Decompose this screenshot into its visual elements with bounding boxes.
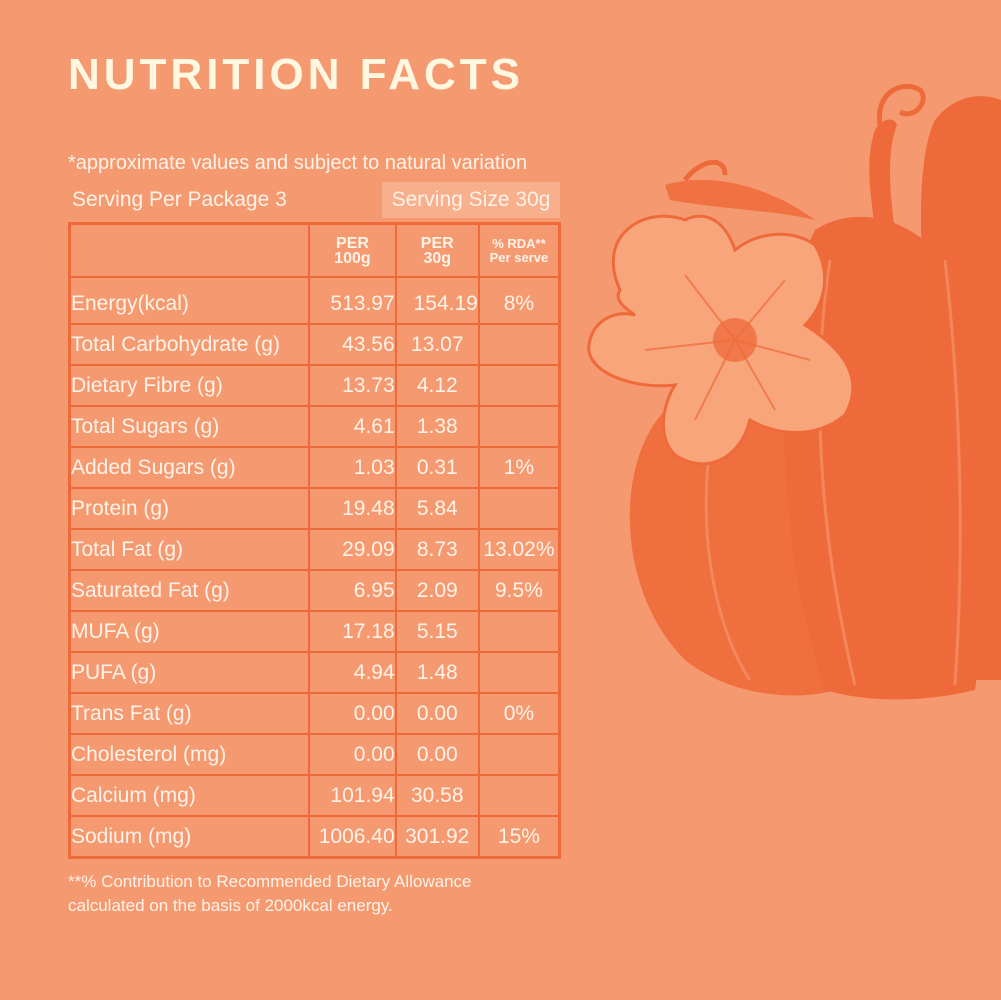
header-per-100g: PER 100g <box>308 222 397 278</box>
row-per-100g: 4.61 <box>308 405 397 448</box>
row-per-100g: 101.94 <box>308 774 397 817</box>
row-label: Protein (g) <box>68 487 311 530</box>
row-rda <box>477 651 561 694</box>
table-row: Energy(kcal) 513.97 154.19 8% <box>68 276 561 325</box>
row-label: Total Sugars (g) <box>68 405 311 448</box>
row-per-100g: 6.95 <box>308 569 397 612</box>
table-row: MUFA (g) 17.18 5.15 <box>68 610 561 653</box>
row-per-30g: 13.07 <box>394 323 480 366</box>
row-label: Cholesterol (mg) <box>68 733 311 776</box>
row-rda: 1% <box>477 446 561 489</box>
row-per-30g: 5.84 <box>394 487 480 530</box>
footnote-line2: calculated on the basis of 2000kcal ener… <box>68 896 393 915</box>
row-per-30g: 1.38 <box>394 405 480 448</box>
nutrition-table: PER 100g PER 30g % RDA** Per serve Energ… <box>68 222 561 859</box>
page-title: NUTRITION FACTS <box>68 50 524 99</box>
row-rda: 0% <box>477 692 561 735</box>
table-row: Trans Fat (g) 0.00 0.00 0% <box>68 692 561 735</box>
row-per-100g: 0.00 <box>308 733 397 776</box>
row-per-100g: 1.03 <box>308 446 397 489</box>
table-row: Cholesterol (mg) 0.00 0.00 <box>68 733 561 776</box>
row-per-100g: 17.18 <box>308 610 397 653</box>
table-row: Total Carbohydrate (g) 43.56 13.07 <box>68 323 561 366</box>
row-rda: 13.02% <box>477 528 561 571</box>
row-per-100g: 0.00 <box>308 692 397 735</box>
row-per-100g: 513.97 <box>308 276 397 325</box>
row-per-30g: 0.00 <box>394 733 480 776</box>
row-rda <box>477 733 561 776</box>
row-label: Sodium (mg) <box>68 815 311 859</box>
header-nutrient <box>68 222 311 278</box>
table-row: Added Sugars (g) 1.03 0.31 1% <box>68 446 561 489</box>
header-per-30g-line1: PER <box>420 234 454 252</box>
header-rda-line1: % RDA** <box>492 235 546 251</box>
row-label: Trans Fat (g) <box>68 692 311 735</box>
header-rda-line2: Per serve <box>489 249 549 265</box>
row-label: MUFA (g) <box>68 610 311 653</box>
row-per-100g: 43.56 <box>308 323 397 366</box>
serving-size: Serving Size 30g <box>382 182 560 218</box>
row-label: Energy(kcal) <box>68 276 311 325</box>
header-per-100g-line2: 100g <box>334 249 371 267</box>
row-label: Saturated Fat (g) <box>68 569 311 612</box>
header-rda: % RDA** Per serve <box>477 222 561 278</box>
row-per-30g: 30.58 <box>394 774 480 817</box>
row-rda <box>477 323 561 366</box>
row-per-30g: 154.19 <box>394 276 480 325</box>
row-rda: 9.5% <box>477 569 561 612</box>
pumpkin-flower-illustration-icon <box>587 83 1001 700</box>
table-row: Saturated Fat (g) 6.95 2.09 9.5% <box>68 569 561 612</box>
row-rda: 8% <box>477 276 561 325</box>
row-per-30g: 4.12 <box>394 364 480 407</box>
row-label: Added Sugars (g) <box>68 446 311 489</box>
approximate-values-note: *approximate values and subject to natur… <box>68 152 528 174</box>
row-per-100g: 19.48 <box>308 487 397 530</box>
header-per-30g-line2: 30g <box>423 249 452 267</box>
table-row: Sodium (mg) 1006.40 301.92 15% <box>68 815 561 859</box>
header-per-30g: PER 30g <box>394 222 480 278</box>
table-row: Protein (g) 19.48 5.84 <box>68 487 561 530</box>
row-per-30g: 1.48 <box>394 651 480 694</box>
table-row: Total Fat (g) 29.09 8.73 13.02% <box>68 528 561 571</box>
row-per-30g: 0.31 <box>394 446 480 489</box>
table-row: Dietary Fibre (g) 13.73 4.12 <box>68 364 561 407</box>
row-rda <box>477 774 561 817</box>
row-per-30g: 2.09 <box>394 569 480 612</box>
row-per-30g: 8.73 <box>394 528 480 571</box>
row-per-30g: 0.00 <box>394 692 480 735</box>
table-header-row: PER 100g PER 30g % RDA** Per serve <box>68 222 561 278</box>
serving-per-package: Serving Per Package 3 <box>72 188 287 211</box>
serving-info-row: Serving Per Package 3 Serving Size 30g <box>68 182 560 220</box>
table-row: Total Sugars (g) 4.61 1.38 <box>68 405 561 448</box>
row-per-100g: 29.09 <box>308 528 397 571</box>
row-label: Total Fat (g) <box>68 528 311 571</box>
row-per-100g: 1006.40 <box>308 815 397 859</box>
footnote-line1: **% Contribution to Recommended Dietary … <box>68 872 472 891</box>
row-rda <box>477 364 561 407</box>
row-per-100g: 4.94 <box>308 651 397 694</box>
row-rda <box>477 610 561 653</box>
row-rda <box>477 405 561 448</box>
row-label: Total Carbohydrate (g) <box>68 323 311 366</box>
header-per-100g-line1: PER <box>336 234 369 252</box>
table-row: PUFA (g) 4.94 1.48 <box>68 651 561 694</box>
row-rda: 15% <box>477 815 561 859</box>
row-label: PUFA (g) <box>68 651 311 694</box>
row-per-30g: 301.92 <box>394 815 480 859</box>
row-label: Dietary Fibre (g) <box>68 364 311 407</box>
row-label: Calcium (mg) <box>68 774 311 817</box>
row-rda <box>477 487 561 530</box>
rda-footnote: **% Contribution to Recommended Dietary … <box>68 870 471 918</box>
table-row: Calcium (mg) 101.94 30.58 <box>68 774 561 817</box>
row-per-100g: 13.73 <box>308 364 397 407</box>
row-per-30g: 5.15 <box>394 610 480 653</box>
